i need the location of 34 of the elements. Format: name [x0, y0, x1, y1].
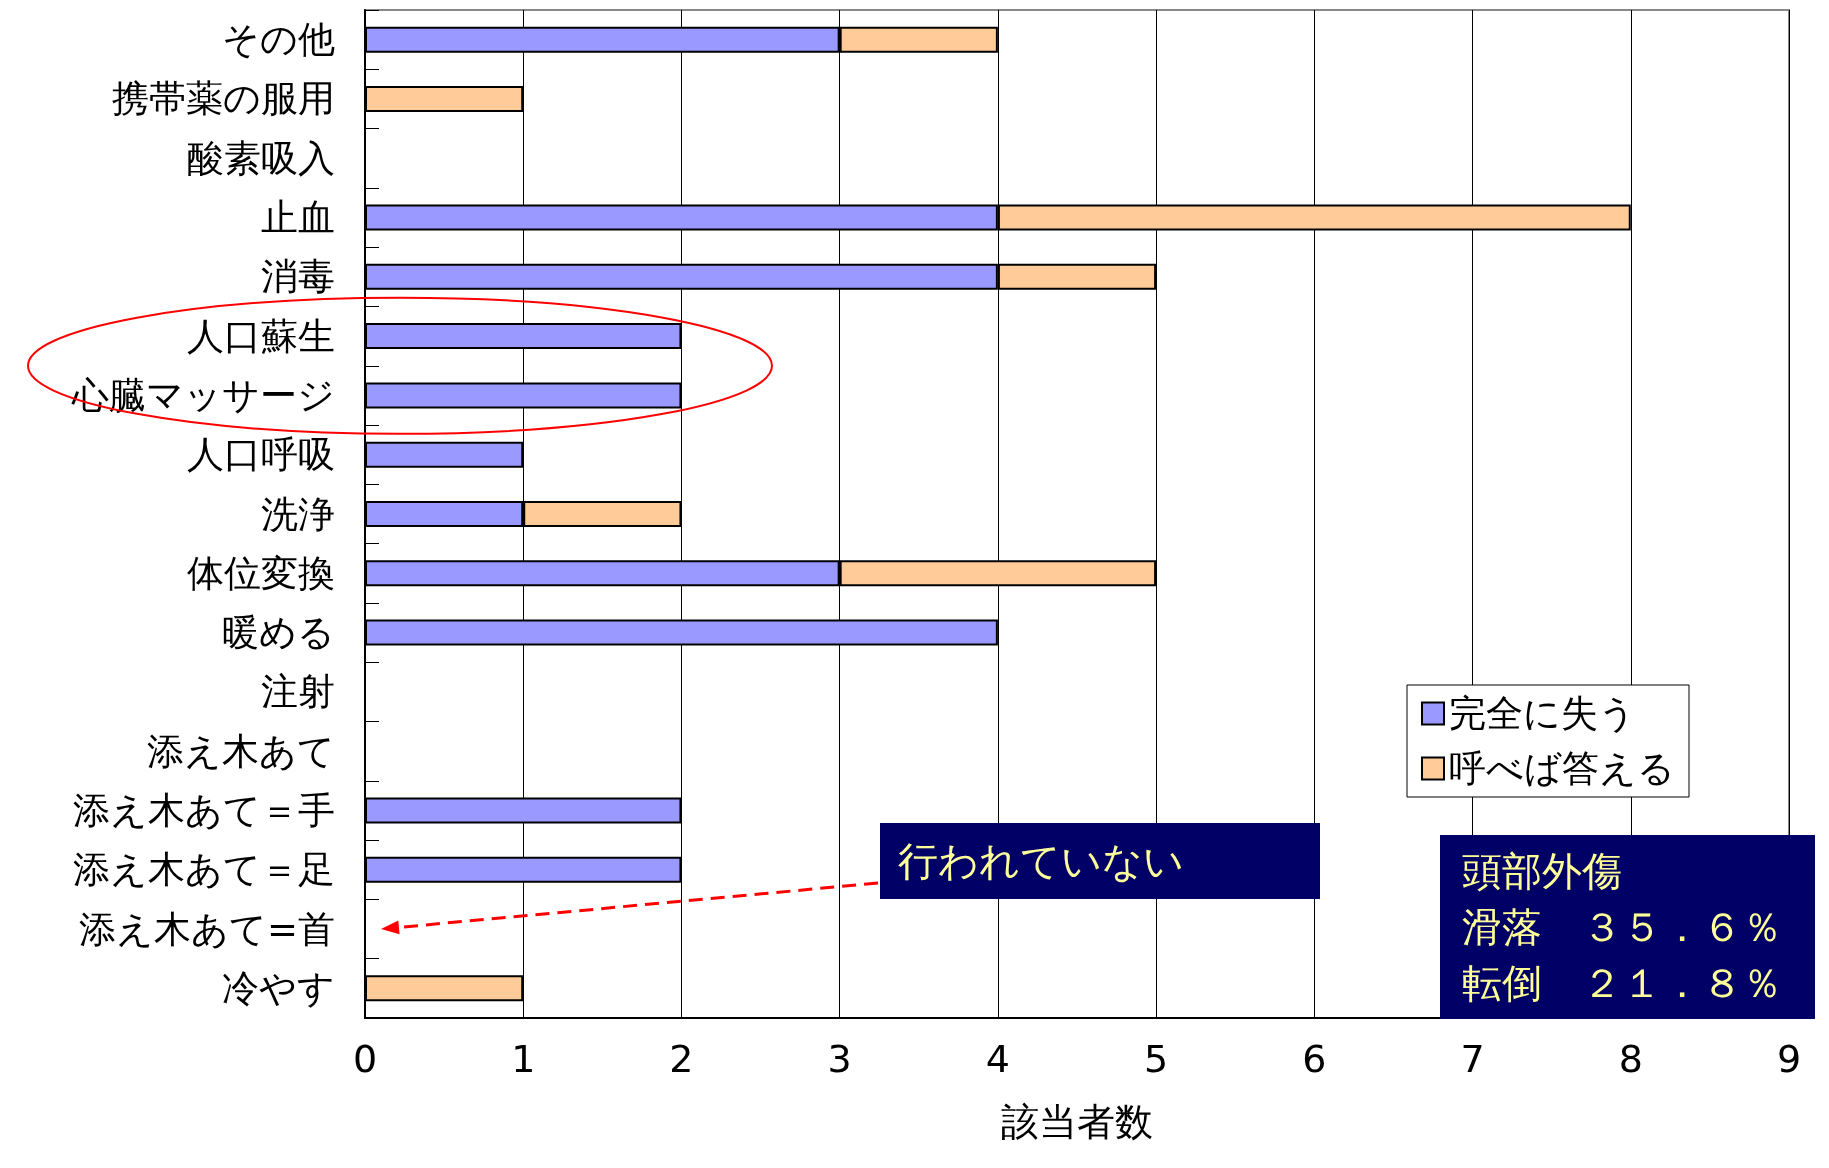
annotation: 頭部外傷: [1462, 847, 1623, 896]
x-tick-label: 1: [511, 1037, 536, 1081]
y-tick-label: その他: [222, 18, 335, 62]
y-tick-label: 酸素吸入: [187, 136, 335, 180]
legend-label: 完全に失う: [1449, 692, 1636, 735]
note-box: 行われていない: [880, 823, 1320, 899]
x-axis-title: 該当者数: [1001, 1100, 1153, 1144]
y-tick-label: 携帯薬の服用: [112, 77, 335, 121]
y-tick-label: 洗浄: [261, 492, 335, 536]
annotation: 滑落 ３５．６％: [1462, 903, 1783, 952]
x-tick-label: 3: [827, 1037, 852, 1081]
y-tick-label: 添え木あて＝手: [73, 788, 335, 832]
y-tick-label: 注射: [261, 670, 335, 714]
y-tick-label: 冷やす: [222, 966, 335, 1010]
y-tick-label: 添え木あて=首: [78, 907, 335, 951]
y-tick-label: 添え木あて: [147, 729, 335, 773]
x-tick-label: 6: [1302, 1037, 1327, 1081]
y-tick-label: 人口呼吸: [187, 433, 335, 477]
x-tick-label: 4: [985, 1037, 1010, 1081]
y-tick-label: 消毒: [261, 255, 335, 299]
x-tick-label: 0: [352, 1037, 378, 1081]
x-tick-label: 7: [1460, 1037, 1485, 1081]
annotation: 転倒 ２１．８％: [1462, 959, 1783, 1008]
x-tick-label: 8: [1618, 1037, 1643, 1081]
x-tick-label: 5: [1144, 1037, 1169, 1081]
legend-label: 呼べば答える: [1449, 747, 1675, 790]
y-tick-label: 添え木あて＝足: [73, 848, 335, 892]
x-tick-label: 2: [669, 1037, 694, 1081]
y-tick-label: 体位変換: [187, 551, 335, 595]
info-box: 頭部外傷 滑落 ３５．６％ 転倒 ２１．８％: [1440, 835, 1815, 1019]
y-tick-label: 暖める: [222, 611, 335, 655]
x-tick-label: 9: [1776, 1037, 1802, 1081]
y-tick-label: 止血: [261, 196, 335, 240]
y-tick-label: 人口蘇生: [187, 314, 335, 358]
